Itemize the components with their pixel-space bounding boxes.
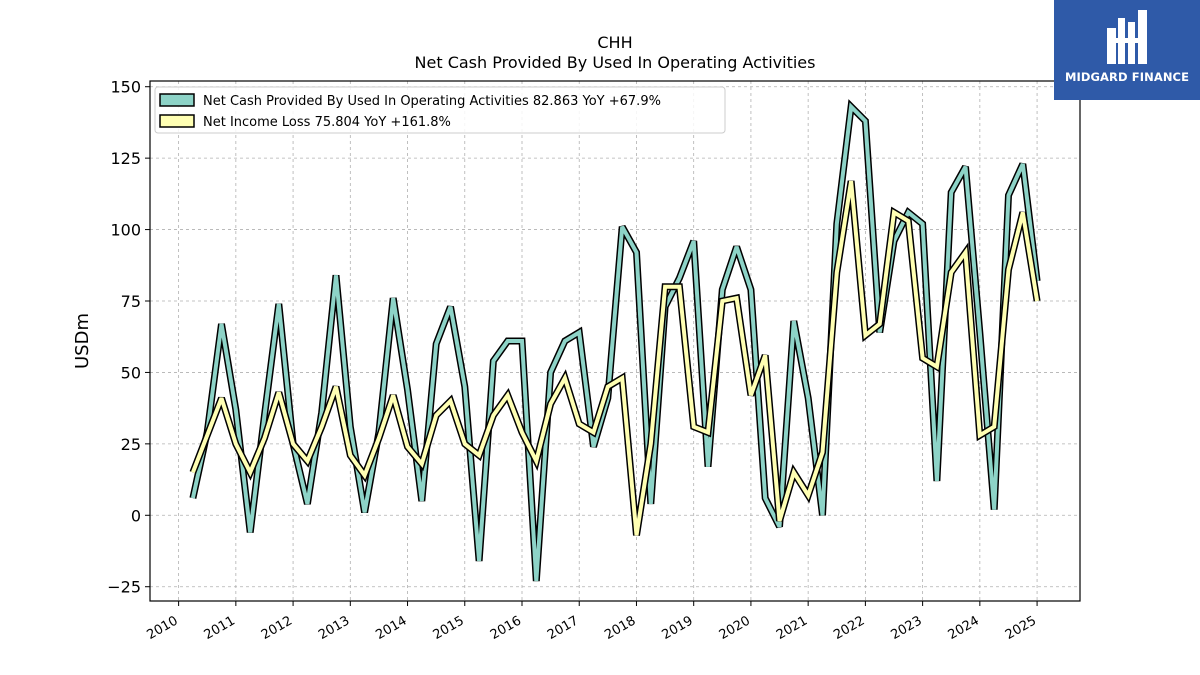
legend: Net Cash Provided By Used In Operating A…	[154, 86, 726, 134]
legend-label-income: Net Income Loss 75.804 YoY +161.8%	[203, 115, 451, 130]
x-tick-label: 2011	[202, 613, 238, 643]
x-tick-label: 2015	[431, 613, 467, 643]
legend-box	[154, 86, 726, 134]
x-tick-label: 2022	[831, 613, 867, 643]
legend-swatch-income	[159, 114, 195, 128]
x-tick-label: 2023	[888, 613, 924, 643]
series-line-1	[191, 180, 1040, 536]
legend-swatch-cash	[159, 93, 195, 107]
x-tick-label: 2017	[545, 613, 581, 643]
y-tick-label: 150	[110, 78, 141, 97]
midgard-finance-logo: MIDGARD FINANCE	[1054, 0, 1200, 100]
y-axis-label: USDm	[72, 313, 93, 369]
x-tick-label: 2018	[602, 613, 638, 643]
legend-label-cash: Net Cash Provided By Used In Operating A…	[203, 94, 661, 109]
x-tick-label: 2014	[373, 613, 409, 643]
chart-title: CHH	[597, 33, 632, 52]
x-tick-label: 2013	[316, 613, 352, 643]
logo-mark-icon	[1107, 10, 1147, 64]
x-tick-label: 2020	[717, 613, 753, 643]
chart-subtitle: Net Cash Provided By Used In Operating A…	[415, 53, 816, 72]
y-tick-label: −25	[107, 578, 141, 597]
logo-text: MIDGARD FINANCE	[1064, 70, 1190, 84]
axes: −25 0 25 50 75 100 125 150 2010 2011 2012 2013 2014 2…	[107, 78, 1039, 643]
y-tick-label: 75	[121, 292, 141, 311]
y-tick-label: 0	[131, 506, 141, 525]
x-tick-label: 2024	[946, 613, 982, 643]
x-tick-label: 2016	[488, 613, 524, 643]
x-tick-label: 2025	[1003, 613, 1039, 643]
x-tick-label: 2010	[144, 613, 180, 643]
series-line-0	[190, 102, 1040, 582]
series-lines	[189, 99, 1041, 582]
series-outline-0	[189, 99, 1041, 582]
y-tick-label: 125	[110, 149, 141, 168]
x-tick-label: 2019	[660, 613, 696, 643]
x-tick-label: 2012	[259, 613, 295, 643]
x-tick-label: 2021	[774, 613, 810, 643]
plot-frame	[149, 80, 1081, 602]
y-tick-label: 25	[121, 435, 141, 454]
y-tick-label: 50	[121, 363, 141, 382]
y-tick-label: 100	[110, 221, 141, 240]
